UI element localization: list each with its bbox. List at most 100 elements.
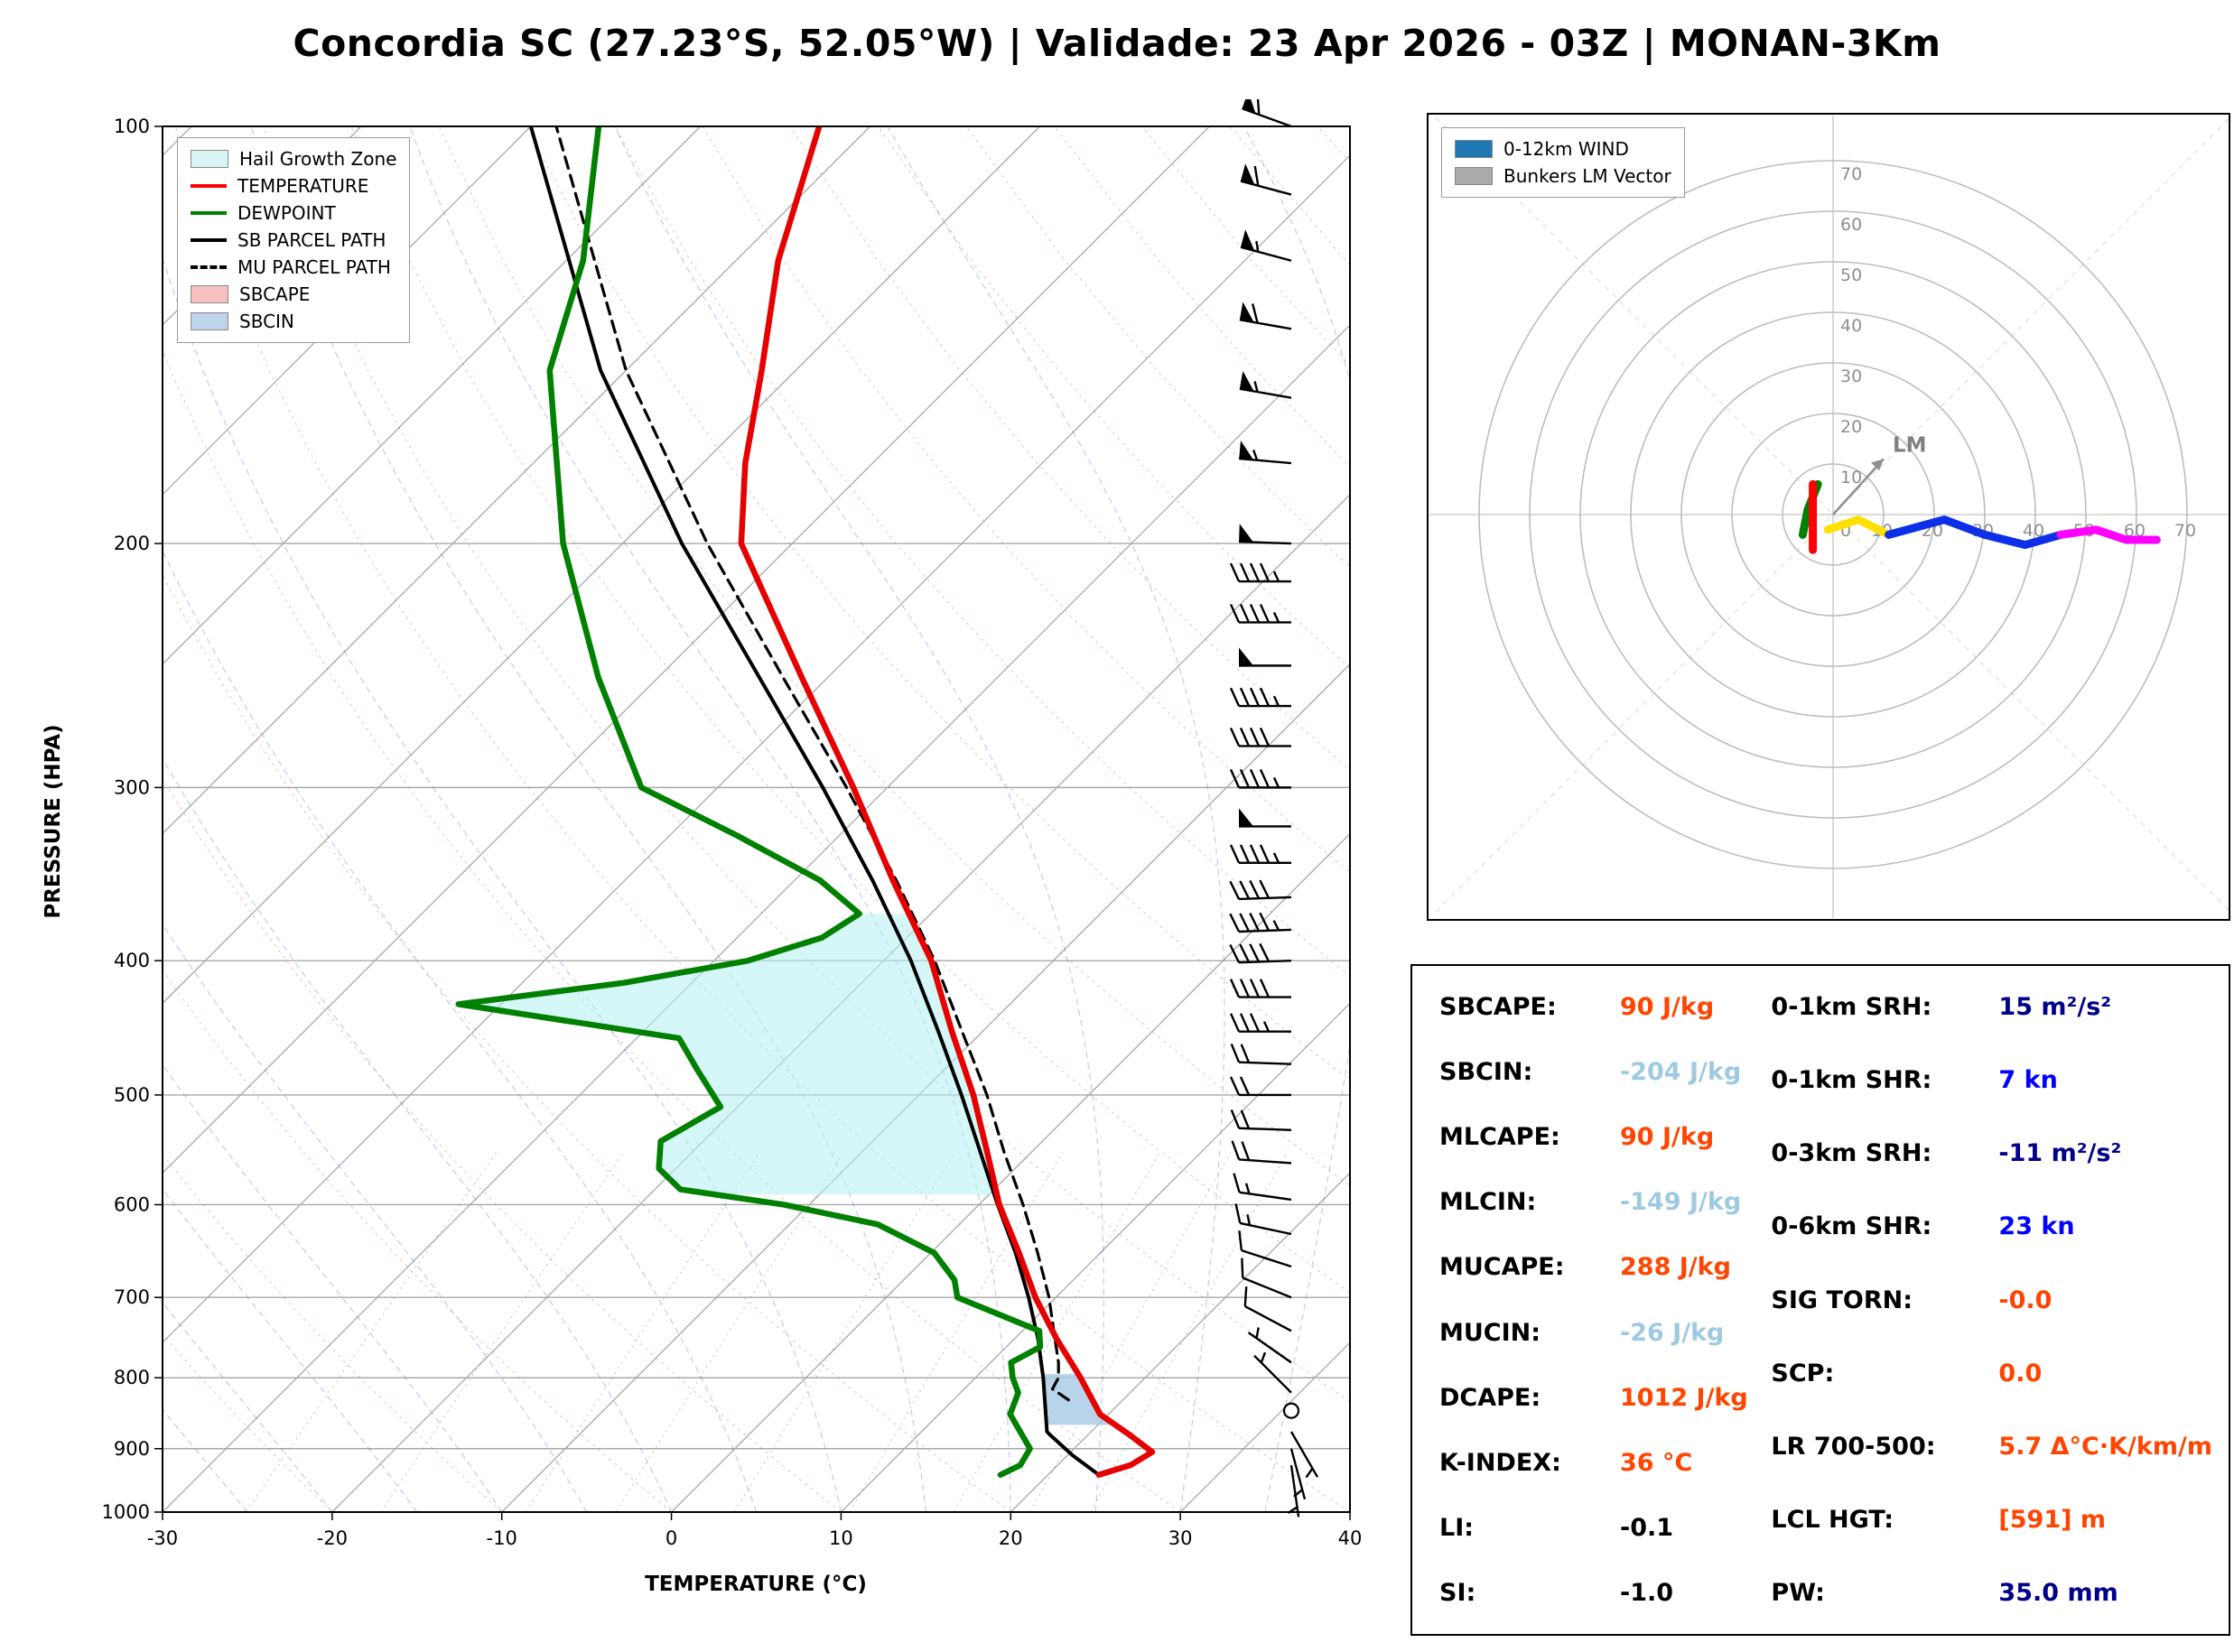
wind-barbs — [1229, 91, 1319, 1517]
index-row: MUCAPE: 288 J/kg — [1439, 1253, 1764, 1281]
legend-item: Bunkers LM Vector — [1455, 162, 1671, 190]
trace-segment — [1823, 515, 1894, 539]
index-label: PW: — [1771, 1579, 1825, 1607]
index-value: 5.7 Δ°C·K/km/m — [1998, 1432, 2212, 1461]
temp-tick-label: 20 — [999, 1527, 1023, 1549]
index-row: SIG TORN: -0.0 — [1771, 1286, 2212, 1314]
legend-label: SBCIN — [239, 311, 294, 332]
ring-label: 40 — [1840, 316, 1862, 336]
index-label: SI: — [1439, 1578, 1476, 1607]
index-row: DCAPE: 1012 J/kg — [1439, 1384, 1764, 1412]
wind-trace — [1798, 479, 2161, 554]
skewt-ylabel: PRESSURE (HPA) — [42, 724, 65, 918]
legend-label: Bunkers LM Vector — [1503, 165, 1671, 187]
hodograph-grid — [1429, 116, 2231, 918]
pressure-tick-label: 800 — [114, 1367, 150, 1388]
index-value: -149 J/kg — [1620, 1188, 1742, 1217]
index-value: -204 J/kg — [1620, 1058, 1742, 1087]
indices-panel: SBCAPE: 90 J/kg SBCIN: -204 J/kg MLCAPE: 90 J… — [1410, 964, 2230, 1636]
index-label: 0-6km SHR: — [1771, 1212, 1932, 1241]
index-label: MUCIN: — [1439, 1318, 1541, 1347]
legend-item: SBCAPE — [191, 281, 396, 308]
pressure-tick-label: 200 — [114, 533, 150, 554]
legend-swatch-dash — [191, 265, 227, 269]
index-value: 23 kn — [1998, 1212, 2075, 1241]
sb-parcel-path — [528, 126, 1101, 1477]
ring-label: 70 — [1840, 164, 1862, 184]
pressure-tick-label: 300 — [114, 776, 150, 798]
index-row: LI: -0.1 — [1439, 1514, 1764, 1542]
mu-parcel-path — [554, 126, 1070, 1402]
dewpoint-curve — [455, 126, 1044, 1479]
index-label: 0-1km SRH: — [1771, 993, 1932, 1021]
index-label: DCAPE: — [1439, 1383, 1541, 1412]
index-row: LCL HGT: [591] m — [1771, 1506, 2212, 1534]
index-label: SBCIN: — [1439, 1058, 1533, 1087]
pressure-tick-label: 100 — [114, 116, 150, 137]
index-value: 90 J/kg — [1620, 1123, 1715, 1152]
pressure-tick-label: 600 — [114, 1193, 150, 1215]
index-value: 7 kn — [1998, 1066, 2058, 1095]
pressure-tick-label: 900 — [114, 1438, 150, 1460]
legend-item: SB PARCEL PATH — [191, 227, 396, 254]
index-row: MLCAPE: 90 J/kg — [1439, 1123, 1764, 1151]
ring-label: 40 — [2023, 521, 2044, 541]
index-row: LR 700-500: 5.7 Δ°C·K/km/m — [1771, 1433, 2212, 1461]
legend-swatch-line — [191, 211, 227, 215]
skewt-chart: TEMPERATURE (°C) PRESSURE (HPA) 100 200 30… — [36, 91, 1364, 1634]
index-label: MLCAPE: — [1439, 1123, 1560, 1152]
legend-label: Hail Growth Zone — [239, 148, 397, 170]
indices-right-column: 0-1km SRH: 15 m²/s² 0-1km SHR: 7 kn 0-3km SR… — [1771, 993, 2212, 1607]
index-label: MLCIN: — [1439, 1188, 1537, 1217]
index-row: K-INDEX: 36 °C — [1439, 1449, 1764, 1477]
index-label: SIG TORN: — [1771, 1285, 1913, 1314]
index-value: 35.0 mm — [1998, 1579, 2118, 1607]
bunkers-lm-vector: LM — [1832, 433, 1927, 515]
temp-tick-label: -30 — [147, 1527, 178, 1549]
ring-label: 20 — [1840, 417, 1862, 437]
ring-label: 30 — [1840, 367, 1862, 386]
index-row: SCP: 0.0 — [1771, 1360, 2212, 1387]
legend-item: DEWPOINT — [191, 200, 396, 227]
legend-item: MU PARCEL PATH — [191, 254, 396, 281]
index-value: 1012 J/kg — [1620, 1383, 1748, 1412]
legend-label: SBCAPE — [239, 283, 311, 305]
index-row: MLCIN: -149 J/kg — [1439, 1188, 1764, 1216]
skewt-xlabel: TEMPERATURE (°C) — [645, 1573, 867, 1596]
legend-item: TEMPERATURE — [191, 172, 396, 200]
legend-label: SB PARCEL PATH — [237, 229, 386, 251]
page-title: Concordia SC (27.23°S, 52.05°W) | Valida… — [293, 22, 1941, 65]
ring-label: 50 — [1840, 265, 1862, 285]
index-row: SBCIN: -204 J/kg — [1439, 1058, 1764, 1086]
index-row: 0-1km SRH: 15 m²/s² — [1771, 993, 2212, 1021]
legend-swatch-patch — [1455, 167, 1493, 185]
legend-item: 0-12km WIND — [1455, 135, 1671, 162]
index-value: [591] m — [1998, 1505, 2106, 1534]
legend-item: Hail Growth Zone — [191, 145, 396, 172]
indices-left-column: SBCAPE: 90 J/kg SBCIN: -204 J/kg MLCAPE: 90 J… — [1439, 993, 1764, 1607]
index-row: MUCIN: -26 J/kg — [1439, 1319, 1764, 1347]
index-value: 15 m²/s² — [1998, 993, 2112, 1021]
ring-label: 10 — [1840, 468, 1862, 487]
index-value: -11 m²/s² — [1998, 1139, 2122, 1168]
index-value: -1.0 — [1620, 1578, 1674, 1607]
index-row: SBCAPE: 90 J/kg — [1439, 993, 1764, 1021]
index-value: -0.0 — [1998, 1285, 2052, 1314]
legend-swatch-patch — [191, 150, 228, 168]
skewt-svg: TEMPERATURE (°C) PRESSURE (HPA) 100 200 30… — [42, 91, 1363, 1596]
ring-label: 70 — [2174, 521, 2196, 541]
skewt-legend: Hail Growth Zone TEMPERATURE DEWPOINT SB PA… — [177, 137, 411, 343]
hail-growth-zone — [458, 914, 997, 1195]
index-value: -26 J/kg — [1620, 1318, 1725, 1347]
legend-label: TEMPERATURE — [237, 175, 369, 197]
legend-swatch-line — [191, 238, 227, 242]
legend-label: 0-12km WIND — [1503, 138, 1629, 160]
index-row: SI: -1.0 — [1439, 1579, 1764, 1607]
hodograph-chart: 0 10 10 20 20 30 30 40 40 50 50 60 60 70 70 LM — [1427, 113, 2231, 921]
index-row: 0-1km SHR: 7 kn — [1771, 1066, 2212, 1094]
temp-tick-label: 10 — [829, 1527, 853, 1549]
legend-label: DEWPOINT — [237, 202, 336, 224]
